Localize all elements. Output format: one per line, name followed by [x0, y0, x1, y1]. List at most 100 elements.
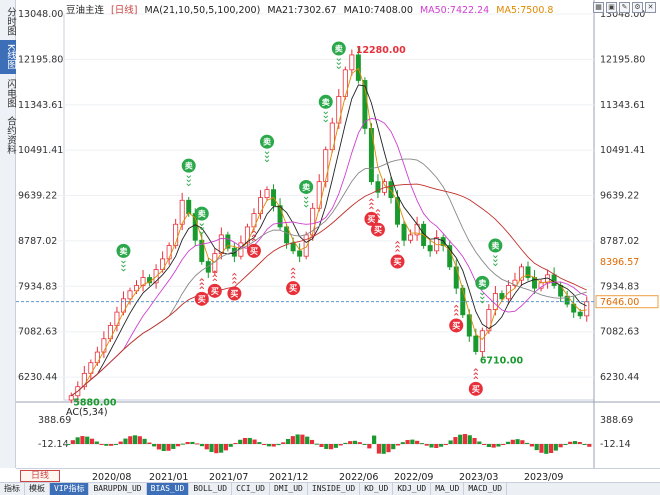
- close-icon[interactable]: ✕: [645, 2, 656, 13]
- candle-body[interactable]: [303, 234, 309, 257]
- settings-icon[interactable]: ⚙: [632, 2, 643, 13]
- sell-signal[interactable]: 卖: [260, 134, 275, 163]
- indicator-tab-5[interactable]: BOLL_UD: [189, 483, 233, 495]
- signal-chevron: [395, 248, 400, 252]
- candle-body[interactable]: [388, 181, 394, 199]
- candle-body[interactable]: [244, 226, 250, 244]
- indicator-tab-6[interactable]: CCI_UD: [232, 483, 270, 495]
- indicator-tab-4[interactable]: BIAS_UD: [146, 483, 190, 495]
- buy-signal[interactable]: 买: [194, 278, 209, 306]
- candle-body[interactable]: [453, 266, 459, 289]
- candle-body[interactable]: [349, 54, 355, 71]
- indicator-tab-8[interactable]: INSIDE_UD: [308, 483, 361, 495]
- candle-body[interactable]: [101, 338, 107, 353]
- candle-body[interactable]: [401, 223, 407, 241]
- period-button[interactable]: 日线: [20, 470, 60, 482]
- candle-body[interactable]: [225, 234, 231, 249]
- sell-signal[interactable]: 卖: [331, 41, 346, 70]
- candle-body[interactable]: [134, 285, 140, 292]
- tab-contract-info[interactable]: 合约资料: [5, 116, 16, 154]
- tab-flash-chart[interactable]: 闪电图: [5, 78, 16, 108]
- candle-body[interactable]: [355, 54, 361, 81]
- candle-body[interactable]: [512, 279, 518, 286]
- indicator-tab-9[interactable]: KD_UD: [360, 483, 394, 495]
- buy-signal[interactable]: 买: [468, 368, 483, 396]
- candle-body[interactable]: [81, 372, 87, 388]
- candle-body[interactable]: [479, 330, 485, 352]
- candle-body[interactable]: [551, 274, 557, 286]
- indicator-tab-0[interactable]: 指标: [0, 483, 25, 495]
- candle-body[interactable]: [584, 301, 590, 317]
- candle-body[interactable]: [427, 245, 433, 252]
- candle-body[interactable]: [466, 314, 472, 337]
- buy-signal[interactable]: 买: [390, 240, 405, 269]
- candle-body[interactable]: [68, 395, 74, 401]
- candle-body[interactable]: [323, 149, 329, 183]
- candle-body[interactable]: [297, 250, 303, 257]
- candle-body[interactable]: [218, 234, 224, 254]
- candle-body[interactable]: [310, 207, 316, 236]
- candle-body[interactable]: [577, 311, 583, 317]
- buy-signal[interactable]: 买: [364, 198, 379, 226]
- candle-body[interactable]: [440, 237, 446, 246]
- sell-signal[interactable]: 卖: [194, 206, 209, 235]
- buy-signal[interactable]: 买: [286, 267, 301, 296]
- indicator-tab-2[interactable]: VIP指标: [50, 483, 90, 495]
- osc-bar: [582, 444, 587, 445]
- window-icon[interactable]: ▣: [606, 2, 617, 13]
- candle-body[interactable]: [186, 199, 192, 215]
- chart-area[interactable]: 13048.00 13048.00 12195.80 12195.80 11343.61…: [16, 0, 660, 468]
- y-tick-label-l: 12195.80: [18, 54, 63, 65]
- indicator-tab-12[interactable]: MACD_UD: [464, 483, 508, 495]
- indicator-tab-3[interactable]: BARUPDN_UD: [89, 483, 147, 495]
- buy-badge: [207, 283, 222, 298]
- sell-signal[interactable]: 卖: [116, 243, 131, 272]
- candle-body[interactable]: [277, 205, 283, 228]
- indicator-tab-7[interactable]: DMI_UD: [270, 483, 308, 495]
- sell-signal[interactable]: 卖: [475, 275, 490, 304]
- candle-body[interactable]: [284, 226, 290, 244]
- sell-signal[interactable]: 卖: [488, 238, 503, 267]
- kline-chart[interactable]: 13048.00 13048.00 12195.80 12195.80 11343.61…: [16, 0, 660, 468]
- buy-signal[interactable]: 买: [246, 230, 261, 258]
- candle-body[interactable]: [518, 266, 524, 281]
- sell-signal[interactable]: 卖: [181, 158, 196, 187]
- buy-signal[interactable]: 买: [207, 270, 222, 298]
- grid-icon[interactable]: ▦: [593, 2, 604, 13]
- legend-ma-params: MA(21,10,50,5,100,200): [144, 5, 261, 16]
- candle-body[interactable]: [199, 239, 205, 262]
- indicator-tab-10[interactable]: KDJ_UD: [393, 483, 432, 495]
- candle-body[interactable]: [205, 261, 211, 273]
- chart-toolbar: ▦ ▣ ✎ ⚙ ✕: [593, 2, 656, 13]
- osc-bar: [453, 437, 458, 444]
- candle-body[interactable]: [94, 351, 100, 364]
- buy-signal[interactable]: 买: [227, 272, 242, 301]
- candle-body[interactable]: [140, 277, 146, 286]
- tab-kline[interactable]: K线图: [0, 40, 16, 74]
- candle-body[interactable]: [290, 242, 296, 252]
- candle-body[interactable]: [564, 295, 570, 305]
- candle-body[interactable]: [375, 181, 381, 193]
- buy-signal[interactable]: 买: [449, 304, 464, 333]
- tab-timeshare[interactable]: 分时图: [5, 6, 16, 36]
- candle-body[interactable]: [473, 335, 479, 352]
- draw-icon[interactable]: ✎: [619, 2, 630, 13]
- candle-body[interactable]: [257, 197, 263, 215]
- candle-body[interactable]: [264, 189, 270, 199]
- candle-body[interactable]: [173, 223, 179, 246]
- candle-body[interactable]: [127, 290, 133, 300]
- candle-body[interactable]: [362, 80, 368, 129]
- candle-body[interactable]: [525, 266, 531, 278]
- sell-signal[interactable]: 卖: [299, 179, 314, 208]
- indicator-tab-1[interactable]: 模板: [25, 483, 50, 495]
- candle-body[interactable]: [499, 293, 505, 300]
- candle-body[interactable]: [336, 96, 342, 124]
- indicator-tab-11[interactable]: MA_UD: [431, 483, 465, 495]
- buy-badge: [390, 254, 405, 269]
- sell-signal[interactable]: 卖: [318, 94, 333, 123]
- candle-body[interactable]: [408, 234, 414, 241]
- candle-body[interactable]: [114, 311, 120, 326]
- buy-signal[interactable]: 买: [370, 208, 385, 237]
- candle-body[interactable]: [395, 197, 401, 225]
- candle-body[interactable]: [316, 181, 322, 209]
